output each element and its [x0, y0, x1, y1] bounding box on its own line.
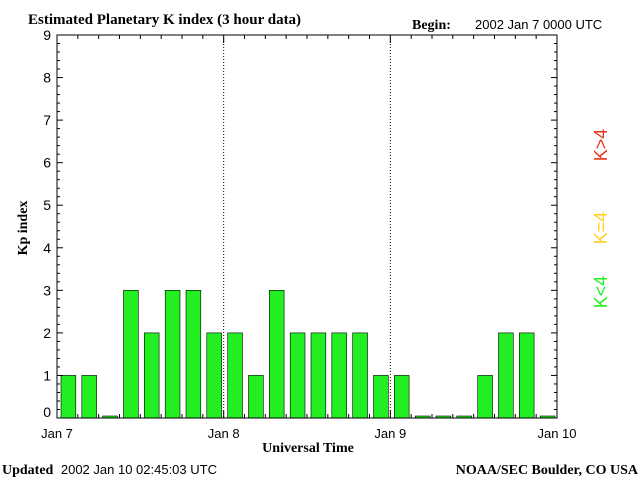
x-tick-label: Jan 8: [208, 426, 240, 441]
kp-bar: [373, 375, 389, 419]
y-tick-label: 6: [43, 155, 51, 171]
y-tick-label: 0: [43, 404, 51, 420]
y-tick-label: 1: [43, 367, 51, 383]
kp-bar: [393, 375, 410, 419]
chart-title: Estimated Planetary K index (3 hour data…: [28, 12, 301, 28]
y-tick-label: 2: [43, 325, 51, 341]
day-gridlines: [223, 35, 391, 418]
kp-bar: [352, 332, 368, 419]
kp-bar: [331, 332, 347, 419]
x-axis-ticks: Jan 7 Jan 8 Jan 9 Jan 10: [41, 35, 577, 441]
kp-bar: [268, 289, 285, 419]
kp-bar: [289, 332, 306, 419]
x-tick-label: Jan 9: [374, 426, 406, 441]
kp-bar: [123, 289, 139, 419]
source-credit: NOAA/SEC Boulder, CO USA: [456, 463, 639, 478]
legend-item: K<4: [591, 276, 611, 309]
x-axis-label: Universal Time: [262, 441, 354, 456]
kp-bar: [518, 332, 535, 419]
kp-bar: [227, 332, 243, 419]
plot-area: 0 1 2 3 4 5 6 7 8 9 Jan 7 Jan 8 Jan 9 Jan 10: [41, 27, 576, 441]
kp-bar: [81, 375, 97, 419]
legend-item: K>4: [591, 129, 611, 162]
kp-bar: [248, 375, 264, 419]
y-tick-label: 4: [43, 240, 51, 256]
kp-bar: [310, 332, 327, 419]
kp-bar: [60, 375, 77, 419]
x-tick-label: Jan 10: [537, 426, 576, 441]
legend: K>4 K=4 K<4: [591, 129, 611, 309]
bar-series: [60, 289, 556, 419]
x-tick-label: Jan 7: [41, 426, 73, 441]
updated-value: 2002 Jan 10 02:45:03 UTC: [61, 462, 217, 477]
y-tick-label: 7: [43, 112, 51, 128]
begin-value: 2002 Jan 7 0000 UTC: [475, 17, 602, 32]
plot-frame: [56, 34, 558, 419]
y-tick-label: 3: [43, 282, 51, 298]
kp-bar: [185, 289, 202, 419]
kp-bar: [498, 332, 514, 419]
y-tick-label: 5: [43, 197, 51, 213]
kp-bar: [164, 289, 181, 419]
legend-item: K=4: [591, 212, 611, 245]
y-axis-label: Kp index: [16, 201, 31, 256]
y-tick-label: 9: [43, 27, 51, 43]
kp-bar: [144, 332, 160, 419]
y-tick-label: 8: [43, 70, 51, 86]
kp-bar: [206, 332, 222, 419]
kp-bar: [477, 375, 493, 419]
begin-label: Begin:: [412, 18, 451, 33]
updated-label: Updated: [2, 463, 54, 478]
updated-stamp: Updated 2002 Jan 10 02:45:03 UTC: [2, 462, 217, 478]
